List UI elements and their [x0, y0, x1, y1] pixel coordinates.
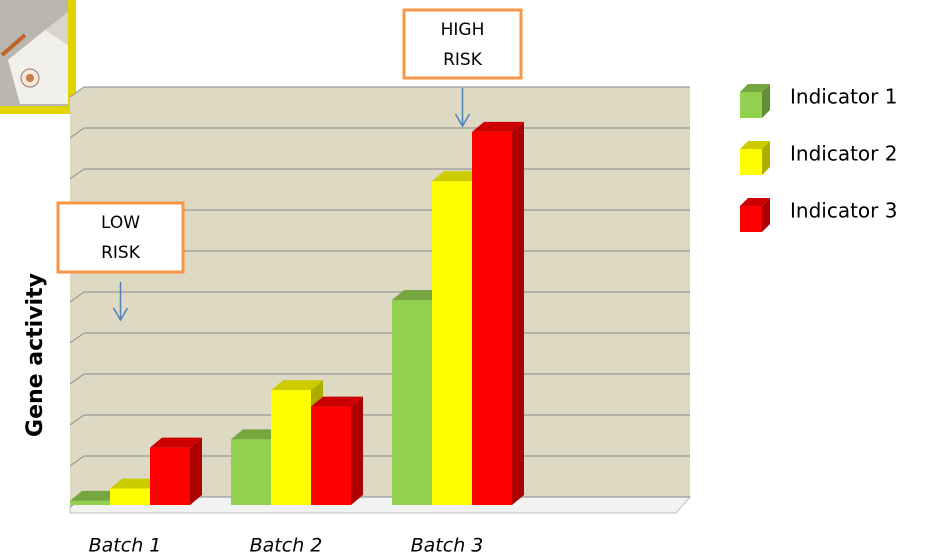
legend-swatch	[740, 92, 762, 118]
annotation-text: LOW	[101, 213, 140, 233]
y-axis-label: Gene activity	[23, 273, 48, 437]
grid-line-side	[69, 86, 85, 98]
bar	[271, 390, 311, 505]
legend-swatch	[740, 149, 762, 175]
bar-side	[512, 121, 524, 506]
bar-top	[231, 429, 283, 440]
legend-swatch-top	[740, 84, 770, 92]
legend-label: Indicator 2	[790, 142, 897, 166]
legend-label: Indicator 1	[790, 85, 897, 109]
grid-line-side	[69, 127, 85, 139]
legend-swatch-side	[762, 198, 770, 232]
grid-line-side	[69, 291, 85, 303]
plot-area	[69, 86, 692, 514]
bar	[392, 300, 432, 505]
back-wall	[70, 87, 690, 507]
bar	[311, 406, 351, 505]
annotation-box	[402, 8, 523, 80]
bar-top	[150, 437, 202, 448]
bar-top	[271, 380, 323, 391]
bar	[70, 500, 110, 505]
bar-top	[472, 121, 524, 132]
bar-side	[190, 437, 202, 505]
x-tick-label: Batch 3	[411, 535, 484, 557]
grid-line-side	[69, 332, 85, 344]
grid-line-side	[69, 455, 85, 467]
legend-label: Indicator 3	[790, 199, 897, 223]
bar	[472, 131, 512, 505]
grid-line-side	[69, 414, 85, 426]
annotation-arrow	[454, 88, 471, 128]
bar-side	[351, 396, 363, 505]
x-tick-label: Batch 2	[250, 535, 323, 557]
annotation-text: RISK	[101, 243, 141, 263]
bar-top	[432, 171, 484, 182]
bar-top	[70, 490, 122, 501]
annotation-arrow	[112, 282, 129, 322]
annotation-text: RISK	[443, 50, 483, 70]
legend-swatch-side	[762, 84, 770, 118]
bar	[150, 447, 190, 505]
bar-top	[392, 290, 444, 300]
legend-swatch-top	[740, 198, 770, 206]
x-tick-label: Batch 1	[89, 535, 162, 557]
grid-line-side	[69, 168, 85, 180]
bar-top	[110, 478, 162, 489]
legend-swatch-top	[740, 141, 770, 149]
bar	[432, 181, 472, 505]
bar	[231, 439, 271, 505]
grid-line-side	[69, 373, 85, 385]
legend-swatch-side	[762, 141, 770, 175]
annotation-box	[56, 201, 185, 274]
bar	[110, 488, 150, 505]
legend-swatch	[740, 206, 762, 232]
photo	[0, 0, 76, 114]
annotation-text: HIGH	[441, 20, 485, 40]
bar-top	[311, 396, 363, 407]
